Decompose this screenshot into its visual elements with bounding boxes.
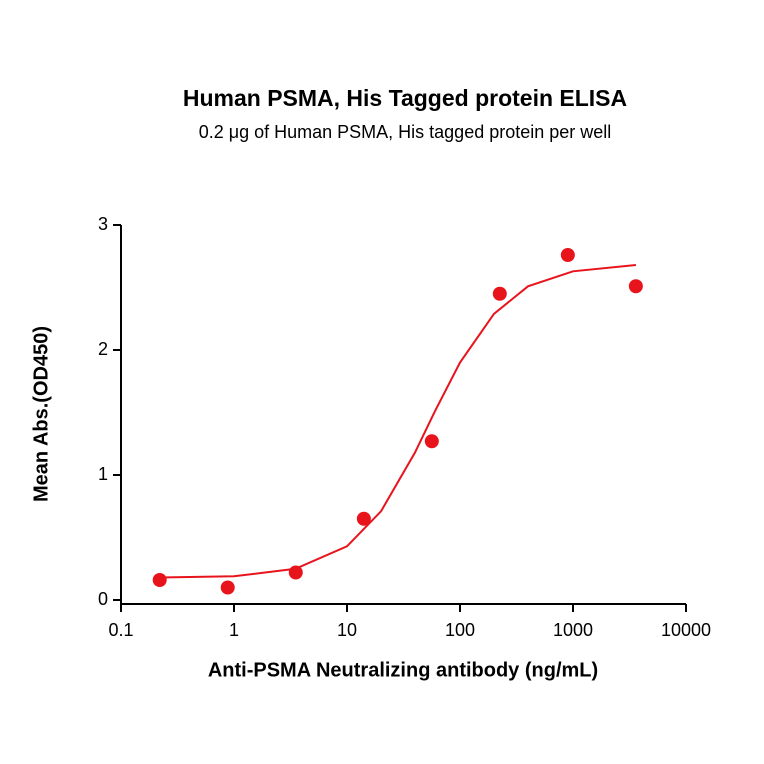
chart-subtitle: 0.2 μg of Human PSMA, His tagged protein… <box>199 122 612 142</box>
data-point <box>288 565 303 580</box>
data-point <box>560 248 575 262</box>
y-tick-label: 0 <box>98 589 108 609</box>
data-point <box>628 279 643 294</box>
x-tick-label: 10000 <box>661 620 711 640</box>
x-tick-label: 1000 <box>553 620 593 640</box>
x-tick-label: 10 <box>337 620 357 640</box>
fit-curve <box>159 264 636 579</box>
y-tick-label: 3 <box>98 214 108 234</box>
chart-title: Human PSMA, His Tagged protein ELISA <box>183 85 627 111</box>
data-point <box>152 573 167 587</box>
data-point <box>220 580 235 595</box>
x-tick-label: 0.1 <box>108 620 133 640</box>
data-point <box>356 511 371 526</box>
y-tick-label: 2 <box>98 339 108 359</box>
x-tick-label: 100 <box>445 620 475 640</box>
y-axis-title: Mean Abs.(OD450) <box>30 326 52 502</box>
data-point <box>424 434 439 449</box>
x-axis-title: Anti-PSMA Neutralizing antibody (ng/mL) <box>208 659 598 681</box>
data-point <box>492 286 507 301</box>
x-tick-label: 1 <box>229 620 239 640</box>
y-tick-label: 1 <box>98 464 108 484</box>
